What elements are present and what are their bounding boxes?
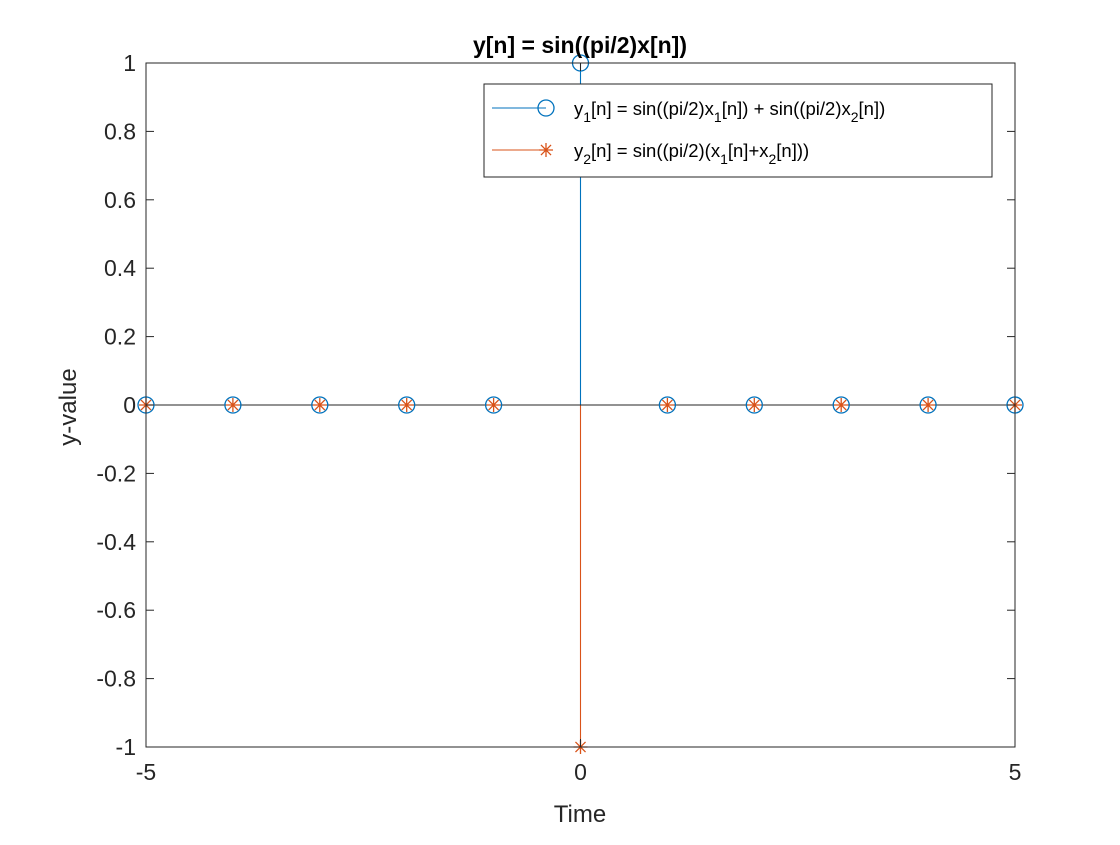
legend-text-part: [n]) + sin((pi/2)x: [722, 98, 852, 119]
asterisk-strokes: [921, 398, 936, 412]
stem-marker-series-1: [919, 396, 937, 414]
legend-marker-series-2: [539, 143, 553, 157]
legend-label-series-2: y2[n] = sin((pi/2)(x1[n]+x2[n])): [574, 140, 809, 167]
legend-text-part: [n] = sin((pi/2)(x: [591, 140, 721, 161]
legend-subscript: 1: [714, 109, 722, 125]
y-tick-label: -1: [116, 734, 136, 760]
y-tick-label: -0.6: [96, 597, 136, 623]
stem-marker-series-1: [658, 396, 677, 414]
asterisk-strokes: [660, 398, 675, 412]
y-tick-label: 1: [123, 50, 136, 76]
legend-text-part: [n]+x: [728, 140, 769, 161]
legend-text-part: [n])): [776, 140, 809, 161]
asterisk-strokes: [312, 398, 327, 412]
stem-marker-series-1: [311, 396, 329, 414]
ticks-layer: -1 -0.8 -0.6 -0.4 -0.2 0 0.2 0.4 0.6 0.8 1 -5 0 5: [96, 50, 1021, 785]
y-tick-label: -0.4: [96, 529, 136, 555]
stem-marker-series-1: [484, 396, 503, 414]
legend-subscript: 2: [769, 151, 777, 167]
legend-subscript: 2: [851, 109, 859, 125]
legend-box: [483, 83, 993, 178]
asterisk-strokes: [834, 398, 849, 412]
stem-marker-series-2: [399, 398, 414, 412]
stem-marker-series-2: [660, 398, 675, 412]
chart-title: y[n] = sin((pi/2)x[n]): [473, 32, 687, 58]
stem-marker-series-2: [747, 398, 762, 412]
legend-text-part: y: [574, 98, 584, 119]
y-tick-label: 0.6: [104, 187, 136, 213]
y-tick-label: 0.8: [104, 118, 136, 144]
legend-subscript: 2: [583, 151, 591, 167]
legend-subscript: 1: [583, 109, 591, 125]
asterisk-strokes: [225, 398, 240, 412]
stem-marker-series-2: [312, 398, 327, 412]
legend-label-series-1: y1[n] = sin((pi/2)x1[n]) + sin((pi/2)x2[…: [574, 98, 885, 125]
stem-marker-series-1: [832, 396, 850, 414]
x-axis-label: Time: [554, 801, 606, 828]
legend-marker-series-1: [537, 99, 555, 117]
x-tick-label: 5: [1009, 759, 1022, 785]
stem-marker-series-1: [745, 396, 763, 414]
y-tick-label: -0.8: [96, 666, 136, 692]
legend: y1[n] = sin((pi/2)x1[n]) + sin((pi/2)x2[…: [483, 83, 993, 178]
stem-marker-series-1: [224, 396, 242, 414]
legend-text-part: [n] = sin((pi/2)x: [591, 98, 715, 119]
y-tick-label: 0.4: [104, 255, 136, 281]
stem-marker-series-2: [486, 398, 501, 412]
legend-text-part: y: [574, 140, 584, 161]
asterisk-strokes: [399, 398, 414, 412]
asterisk-strokes: [747, 398, 762, 412]
y-tick-label: -0.2: [96, 460, 136, 486]
y-axis-label: y-value: [55, 368, 82, 445]
x-tick-label: 0: [574, 759, 587, 785]
stem-marker-series-2: [225, 398, 240, 412]
asterisk-strokes: [539, 143, 553, 157]
asterisk-strokes: [486, 398, 501, 412]
stem-marker-series-2: [834, 398, 849, 412]
stem-marker-series-2: [921, 398, 936, 412]
stem-marker-series-1: [398, 396, 416, 414]
y-tick-label: 0.2: [104, 324, 136, 350]
legend-text-part: [n]): [859, 98, 886, 119]
x-tick-label: -5: [136, 759, 156, 785]
y-tick-label: 0: [123, 392, 136, 418]
legend-subscript: 1: [720, 151, 728, 167]
